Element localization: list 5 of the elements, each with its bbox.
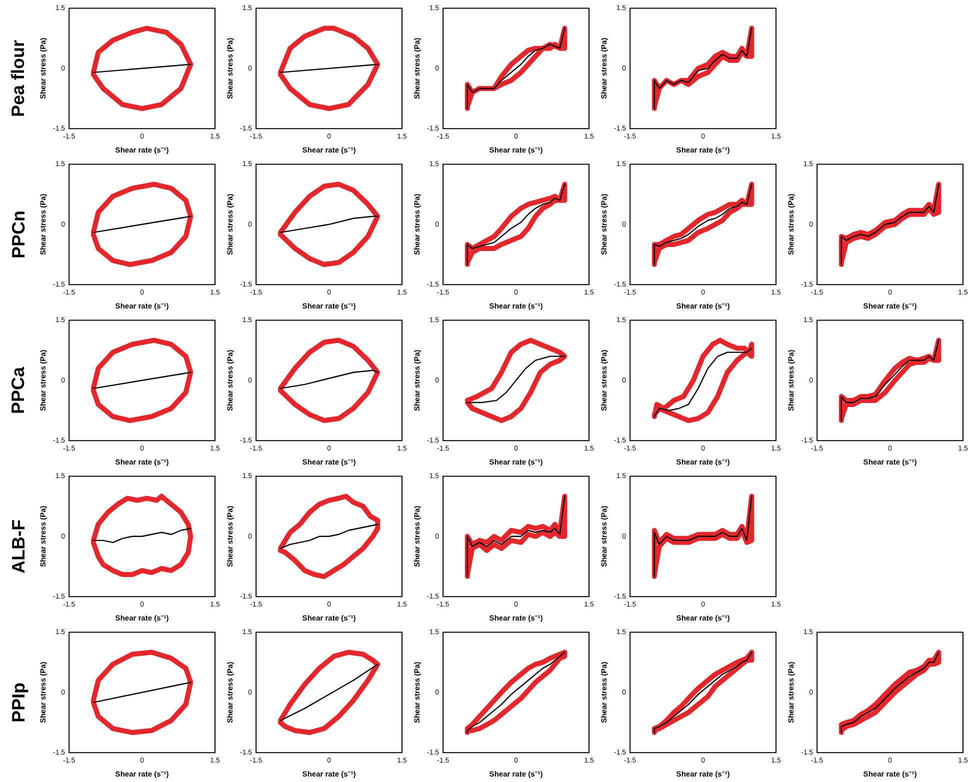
text: PPIp [8, 682, 30, 722]
text: PPCn [8, 210, 30, 258]
text: Pea flour [8, 39, 30, 117]
text: ALB-F [8, 519, 30, 573]
text: PPCa [8, 366, 30, 414]
